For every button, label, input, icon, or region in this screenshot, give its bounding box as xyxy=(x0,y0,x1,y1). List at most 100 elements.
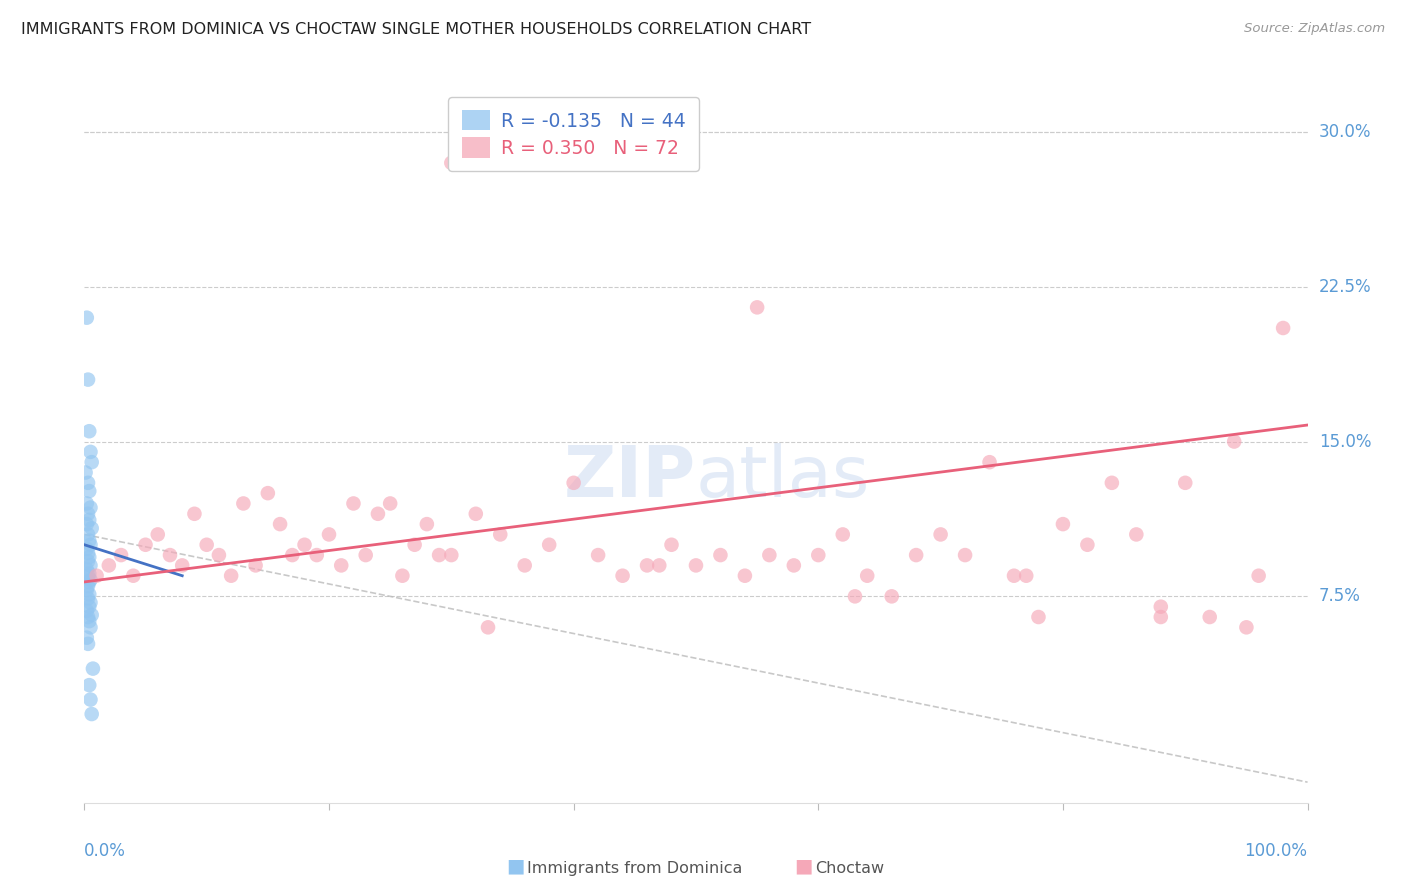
Point xyxy=(979,455,1001,469)
Point xyxy=(281,548,304,562)
Point xyxy=(1002,568,1025,582)
Text: Choctaw: Choctaw xyxy=(815,861,884,876)
Text: ZIP: ZIP xyxy=(564,443,696,512)
Point xyxy=(586,548,609,562)
Point xyxy=(86,568,108,582)
Point xyxy=(122,568,145,582)
Point xyxy=(76,310,98,325)
Point xyxy=(76,562,98,576)
Point xyxy=(305,548,328,562)
Text: IMMIGRANTS FROM DOMINICA VS CHOCTAW SINGLE MOTHER HOUSEHOLDS CORRELATION CHART: IMMIGRANTS FROM DOMINICA VS CHOCTAW SING… xyxy=(21,22,811,37)
Text: atlas: atlas xyxy=(696,443,870,512)
Point xyxy=(77,610,100,624)
Point xyxy=(77,637,100,651)
Point xyxy=(269,517,291,532)
Point xyxy=(79,558,101,573)
Text: 100.0%: 100.0% xyxy=(1244,842,1308,860)
Point xyxy=(172,558,194,573)
Point xyxy=(79,620,101,634)
Point xyxy=(612,568,634,582)
Point xyxy=(77,513,100,527)
Point xyxy=(880,590,903,604)
Point xyxy=(77,546,100,560)
Point xyxy=(709,548,731,562)
Point xyxy=(953,548,976,562)
Point xyxy=(636,558,658,573)
Point xyxy=(758,548,780,562)
Point xyxy=(783,558,806,573)
Text: 0.0%: 0.0% xyxy=(84,842,127,860)
Point xyxy=(79,445,101,459)
Point xyxy=(77,475,100,490)
Point xyxy=(1101,475,1123,490)
Point xyxy=(146,527,169,541)
Point xyxy=(1247,568,1270,582)
Point xyxy=(77,579,100,593)
Point xyxy=(183,507,205,521)
Point xyxy=(79,573,101,587)
Point xyxy=(77,424,100,438)
Point xyxy=(342,496,364,510)
Point xyxy=(77,587,100,601)
Point xyxy=(440,548,463,562)
Point xyxy=(538,538,561,552)
Point xyxy=(1015,568,1038,582)
Point xyxy=(77,484,100,499)
Point xyxy=(1272,321,1295,335)
Text: ■: ■ xyxy=(506,857,524,876)
Point xyxy=(82,662,104,676)
Point xyxy=(464,507,486,521)
Point xyxy=(97,558,120,573)
Text: Immigrants from Dominica: Immigrants from Dominica xyxy=(527,861,742,876)
Point xyxy=(80,455,103,469)
Point xyxy=(77,554,100,568)
Point xyxy=(1150,610,1173,624)
Point xyxy=(648,558,671,573)
Point xyxy=(489,527,512,541)
Point xyxy=(77,574,100,589)
Point xyxy=(77,527,100,541)
Point xyxy=(76,631,98,645)
Point xyxy=(219,568,242,582)
Point xyxy=(232,496,254,510)
Point xyxy=(427,548,450,562)
Point xyxy=(79,538,101,552)
Point xyxy=(135,538,157,552)
Point xyxy=(77,614,100,628)
Point xyxy=(367,507,389,521)
Legend: R = -0.135   N = 44, R = 0.350   N = 72: R = -0.135 N = 44, R = 0.350 N = 72 xyxy=(449,97,699,170)
Point xyxy=(75,466,97,480)
Point xyxy=(80,607,103,622)
Point xyxy=(318,527,340,541)
Point xyxy=(391,568,413,582)
Point xyxy=(76,517,98,532)
Text: 15.0%: 15.0% xyxy=(1319,433,1371,450)
Point xyxy=(80,521,103,535)
Point xyxy=(905,548,928,562)
Point xyxy=(77,591,100,606)
Point xyxy=(76,496,98,510)
Point xyxy=(257,486,280,500)
Point xyxy=(416,517,439,532)
Point xyxy=(440,156,463,170)
Point xyxy=(77,678,100,692)
Point xyxy=(380,496,402,510)
Point xyxy=(747,301,769,315)
Text: ■: ■ xyxy=(794,857,813,876)
Point xyxy=(294,538,316,552)
Point xyxy=(354,548,377,562)
Text: 7.5%: 7.5% xyxy=(1319,587,1361,606)
Point xyxy=(77,533,100,548)
Point xyxy=(807,548,830,562)
Point xyxy=(1236,620,1258,634)
Point xyxy=(477,620,499,634)
Point xyxy=(844,590,866,604)
Point xyxy=(330,558,353,573)
Point xyxy=(76,604,98,618)
Point xyxy=(77,568,100,582)
Point xyxy=(79,500,101,515)
Point xyxy=(77,566,100,581)
Text: 22.5%: 22.5% xyxy=(1319,277,1371,296)
Point xyxy=(208,548,231,562)
Point xyxy=(195,538,218,552)
